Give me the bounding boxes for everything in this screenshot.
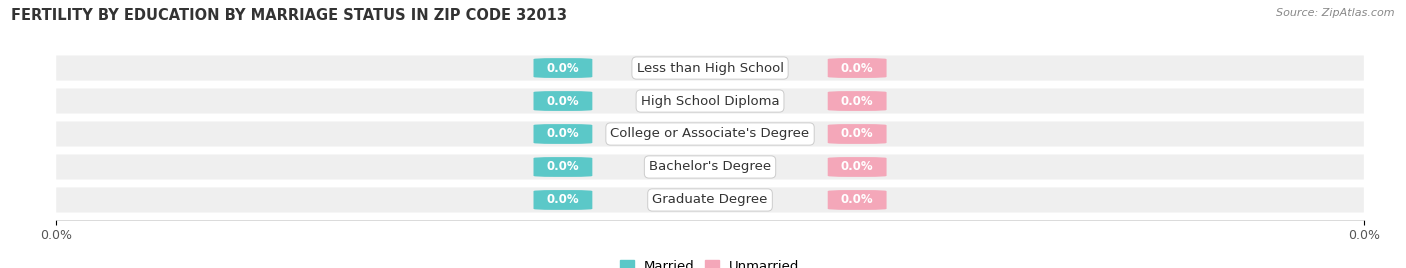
- FancyBboxPatch shape: [533, 58, 592, 78]
- Text: 0.0%: 0.0%: [547, 95, 579, 107]
- Text: 0.0%: 0.0%: [841, 62, 873, 75]
- FancyBboxPatch shape: [56, 121, 1364, 147]
- Text: Graduate Degree: Graduate Degree: [652, 193, 768, 206]
- FancyBboxPatch shape: [533, 190, 592, 210]
- FancyBboxPatch shape: [828, 124, 887, 144]
- Text: 0.0%: 0.0%: [547, 161, 579, 173]
- Text: 0.0%: 0.0%: [547, 128, 579, 140]
- FancyBboxPatch shape: [828, 58, 887, 78]
- Legend: Married, Unmarried: Married, Unmarried: [616, 255, 804, 268]
- FancyBboxPatch shape: [56, 154, 1364, 180]
- Text: 0.0%: 0.0%: [841, 161, 873, 173]
- Text: College or Associate's Degree: College or Associate's Degree: [610, 128, 810, 140]
- FancyBboxPatch shape: [56, 88, 1364, 114]
- FancyBboxPatch shape: [533, 157, 592, 177]
- Text: Source: ZipAtlas.com: Source: ZipAtlas.com: [1277, 8, 1395, 18]
- Text: FERTILITY BY EDUCATION BY MARRIAGE STATUS IN ZIP CODE 32013: FERTILITY BY EDUCATION BY MARRIAGE STATU…: [11, 8, 567, 23]
- Text: High School Diploma: High School Diploma: [641, 95, 779, 107]
- Text: 0.0%: 0.0%: [547, 62, 579, 75]
- Text: 0.0%: 0.0%: [841, 95, 873, 107]
- FancyBboxPatch shape: [828, 91, 887, 111]
- FancyBboxPatch shape: [828, 157, 887, 177]
- Text: 0.0%: 0.0%: [547, 193, 579, 206]
- FancyBboxPatch shape: [56, 187, 1364, 213]
- Text: 0.0%: 0.0%: [841, 193, 873, 206]
- Text: Bachelor's Degree: Bachelor's Degree: [650, 161, 770, 173]
- FancyBboxPatch shape: [533, 124, 592, 144]
- Text: 0.0%: 0.0%: [841, 128, 873, 140]
- FancyBboxPatch shape: [828, 190, 887, 210]
- FancyBboxPatch shape: [533, 91, 592, 111]
- FancyBboxPatch shape: [56, 55, 1364, 81]
- Text: Less than High School: Less than High School: [637, 62, 783, 75]
